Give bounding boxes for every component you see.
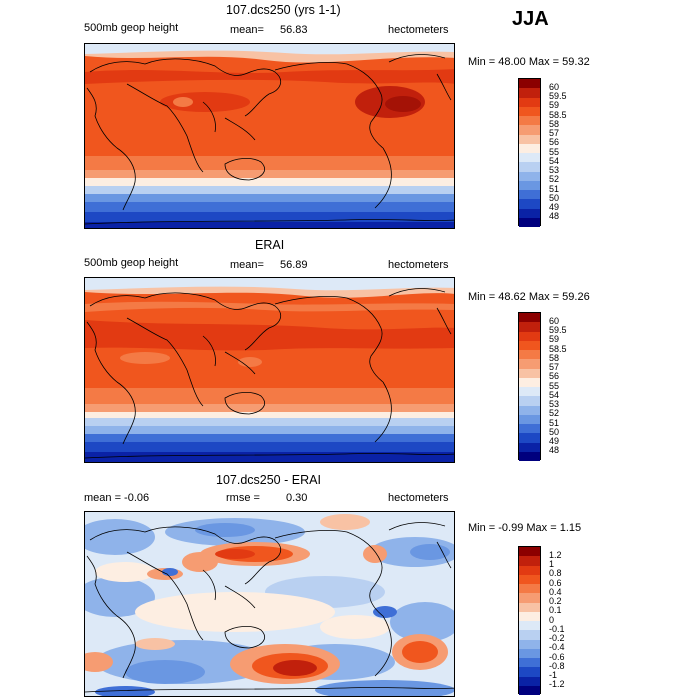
panel1-variable-label: 500mb geop height [84, 22, 179, 34]
panel1-cb-label: 54 [549, 156, 560, 166]
panel2-units: hectometers [388, 259, 449, 271]
panel1-cb-label: 53 [549, 165, 560, 175]
panel2-cb-label: 54 [549, 390, 560, 400]
panel1-cb-label: 59 [549, 100, 560, 110]
panel3-cb-label: -0.8 [549, 661, 565, 671]
panel1-cb-label: 55 [549, 147, 560, 157]
panel3-cb-label: 0.2 [549, 596, 562, 606]
season-label: JJA [512, 8, 549, 30]
panel1-map [84, 43, 455, 229]
panel3-minmax: Min = -0.99 Max = 1.15 [468, 522, 582, 534]
panel3-rmse-value: 0.30 [286, 492, 308, 504]
panel3-rmse-label: rmse = [226, 492, 260, 504]
panel2-cb-label: 51 [549, 418, 560, 428]
panel2-colorbar [518, 312, 541, 461]
panel2-cb-label: 53 [549, 399, 560, 409]
panel2-cb-label: 48 [549, 445, 560, 455]
panel3-units: hectometers [388, 492, 449, 504]
panel3-map [84, 511, 455, 697]
panel1-cb-label: 51 [549, 184, 560, 194]
panel2-mean-label: mean= [230, 259, 264, 271]
panel3-cb-label: -0.6 [549, 652, 565, 662]
panel3-cb-label: 0 [549, 615, 555, 625]
panel3-cb-label: 0.1 [549, 605, 562, 615]
panel3-mean-text: mean = -0.06 [84, 492, 150, 504]
panel1-cb-label: 52 [549, 174, 560, 184]
panel3-cb-label: -0.2 [549, 633, 565, 643]
panel3-cb-label: 0.6 [549, 578, 562, 588]
panel1-cb-label: 60 [549, 82, 560, 92]
panel1-cb-label: 50 [549, 193, 560, 203]
panel2-title: ERAI [255, 238, 285, 252]
panel3-title: 107.dcs250 - ERAI [216, 473, 321, 487]
panel2-cb-label: 58.5 [549, 344, 567, 354]
panel3-colorbar [518, 546, 541, 695]
panel3-cb-label: -1.2 [549, 679, 565, 689]
panel1-cb-label: 58.5 [549, 110, 567, 120]
panel2-cb-label: 60 [549, 316, 560, 326]
panel2-cb-label: 59.5 [549, 325, 567, 335]
panel2-cb-label: 59 [549, 334, 560, 344]
panel2-cb-label: 58 [549, 353, 560, 363]
panel2-cb-label: 50 [549, 427, 560, 437]
panel3-cb-label: 1.2 [549, 550, 562, 560]
panel3-cb-label: 1 [549, 559, 555, 569]
panel1-cb-label: 48 [549, 211, 560, 221]
panel3-cb-label: -0.1 [549, 624, 565, 634]
panel2-map [84, 277, 455, 463]
panel1-cb-label: 56 [549, 137, 560, 147]
panel2-mean-value: 56.89 [280, 259, 308, 271]
panel1-colorbar [518, 78, 541, 227]
panel1-cb-label: 59.5 [549, 91, 567, 101]
panel2-cb-label: 52 [549, 408, 560, 418]
panel2-cb-label: 56 [549, 371, 560, 381]
panel3-cb-label: 0.8 [549, 568, 562, 578]
panel2-minmax: Min = 48.62 Max = 59.26 [468, 291, 590, 303]
panel3-cb-label: 0.4 [549, 587, 562, 597]
panel1-minmax: Min = 48.00 Max = 59.32 [468, 56, 590, 68]
panel2-cb-label: 55 [549, 381, 560, 391]
panel3-cb-label: -1 [549, 670, 558, 680]
panel1-cb-label: 58 [549, 119, 560, 129]
panel1-units: hectometers [388, 24, 449, 36]
panel1-cb-label: 57 [549, 128, 560, 138]
panel1-mean-label: mean= [230, 24, 264, 36]
panel1-cb-label: 49 [549, 202, 560, 212]
panel1-mean-value: 56.83 [280, 24, 308, 36]
panel2-cb-label: 49 [549, 436, 560, 446]
panel2-variable-label: 500mb geop height [84, 257, 179, 269]
panel2-cb-label: 57 [549, 362, 560, 372]
panel1-title: 107.dcs250 (yrs 1-1) [226, 3, 341, 17]
panel3-cb-label: -0.4 [549, 642, 565, 652]
